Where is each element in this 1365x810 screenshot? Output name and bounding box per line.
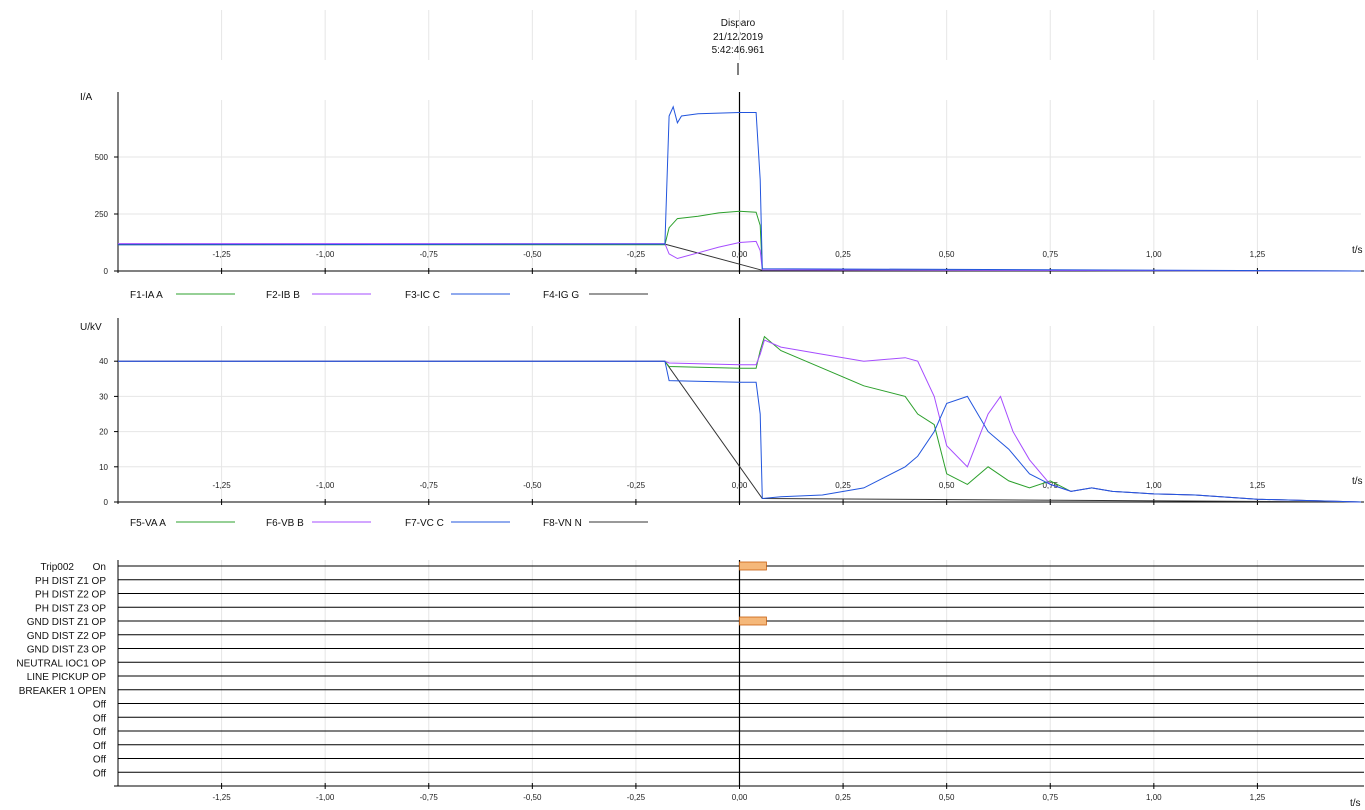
legend-label: F6-VB B — [266, 518, 304, 529]
x-tick-label: -0,50 — [523, 793, 542, 802]
x-tick-label: -1,25 — [212, 481, 231, 490]
x-tick-label: 1,25 — [1250, 250, 1266, 259]
legend-label: F8-VN N — [543, 518, 582, 529]
y-tick-label: 0 — [104, 498, 109, 507]
channel-label: Off — [93, 700, 106, 711]
x-tick-label: -0,25 — [627, 481, 646, 490]
y-tick-label: 30 — [99, 392, 108, 401]
channel-label: BREAKER 1 OPEN — [19, 686, 106, 697]
series-line — [118, 360, 1362, 503]
channel-state: On — [93, 562, 106, 573]
channel-label: Off — [93, 755, 106, 766]
channel-label: PH DIST Z1 OP — [35, 576, 106, 587]
x-tick-label: -1,00 — [316, 481, 335, 490]
x-tick-label: 0,75 — [1042, 481, 1058, 490]
trigger-label: Disparo — [721, 18, 756, 29]
x-tick-label: -1,25 — [212, 793, 231, 802]
digital-panel: Trip002 On PH DIST Z1 OP PH DIST Z2 OP PH DI… — [16, 560, 1364, 809]
x-tick-label: 0,50 — [939, 793, 955, 802]
y-axis-label: U/kV — [80, 322, 102, 333]
current-panel: I/A 0 250 500 -1,25 -1,00 -0,75 -0,50 -0,25 0,00 0… — [80, 92, 1364, 301]
trigger-time: 5:42:46.961 — [712, 45, 765, 56]
trigger-header: Disparo 21/12/2019 5:42:46.961 — [712, 18, 765, 75]
x-tick-label: -0,25 — [627, 793, 646, 802]
x-tick-label: 0,25 — [835, 793, 851, 802]
legend-label: F5-VA A — [130, 518, 166, 529]
y-tick-label: 500 — [95, 153, 109, 162]
x-tick-label: -0,25 — [627, 250, 646, 259]
channel-active-bar — [739, 561, 767, 571]
x-tick-label: 1,00 — [1146, 481, 1162, 490]
channel-label: PH DIST Z3 OP — [35, 603, 106, 614]
x-tick-label: -0,50 — [523, 250, 542, 259]
x-tick-label: 1,00 — [1146, 793, 1162, 802]
voltage-panel: U/kV 0 10 20 30 40 -1,25 -1,00 -0,75 -0,50 -0,25 0,… — [80, 318, 1364, 529]
x-tick-label: 0,00 — [732, 481, 748, 490]
x-tick-label: 0,75 — [1042, 793, 1058, 802]
legend-label: F3-IC C — [405, 290, 440, 301]
y-axis-label: I/A — [80, 92, 93, 103]
channel-label: Off — [93, 727, 106, 738]
channel-label: Trip002 — [40, 562, 74, 573]
x-tick-label: 0,25 — [835, 481, 851, 490]
x-tick-label: 1,25 — [1250, 481, 1266, 490]
x-tick-label: -0,75 — [420, 481, 439, 490]
channel-label: NEUTRAL IOC1 OP — [16, 658, 106, 669]
x-tick-label: 1,00 — [1146, 250, 1162, 259]
channel-label: LINE PICKUP OP — [27, 672, 107, 683]
trigger-date: 21/12/2019 — [713, 32, 763, 43]
x-tick-label: -1,00 — [316, 250, 335, 259]
y-tick-label: 10 — [99, 463, 108, 472]
x-tick-label: 0,25 — [835, 250, 851, 259]
x-tick-label: -0,75 — [420, 793, 439, 802]
x-tick-label: 0,00 — [732, 793, 748, 802]
x-axis-label: t/s — [1352, 245, 1363, 256]
legend-label: F2-IB B — [266, 290, 300, 301]
channel-label: Off — [93, 741, 106, 752]
x-tick-label: 0,75 — [1042, 250, 1058, 259]
channel-label: Off — [93, 713, 106, 724]
y-tick-label: 40 — [99, 357, 108, 366]
series-line — [117, 105, 1362, 272]
x-axis-label: t/s — [1352, 476, 1363, 487]
channel-label: Off — [93, 768, 106, 779]
x-tick-label: 0,00 — [732, 250, 748, 259]
channel-label: GND DIST Z2 OP — [27, 631, 107, 642]
channel-label: GND DIST Z1 OP — [27, 617, 107, 628]
y-tick-label: 0 — [104, 267, 109, 276]
channel-active-bar — [739, 616, 767, 626]
grid-top — [221, 10, 1258, 60]
x-tick-label: -1,00 — [316, 793, 335, 802]
legend-label: F7-VC C — [405, 518, 444, 529]
y-tick-label: 250 — [95, 210, 109, 219]
x-tick-label: -0,75 — [420, 250, 439, 259]
series-line — [118, 210, 1362, 272]
legend-label: F1-IA A — [130, 290, 163, 301]
x-tick-label: 1,25 — [1250, 793, 1266, 802]
x-axis-label: t/s — [1350, 798, 1361, 809]
channel-label: GND DIST Z3 OP — [27, 645, 107, 656]
x-tick-label: 0,50 — [939, 481, 955, 490]
x-tick-label: -0,50 — [523, 481, 542, 490]
y-tick-label: 20 — [99, 428, 108, 437]
series-line — [118, 240, 1362, 272]
legend-label: F4-IG G — [543, 290, 579, 301]
x-tick-label: 0,50 — [939, 250, 955, 259]
x-tick-label: -1,25 — [212, 250, 231, 259]
channel-label: PH DIST Z2 OP — [35, 590, 106, 601]
